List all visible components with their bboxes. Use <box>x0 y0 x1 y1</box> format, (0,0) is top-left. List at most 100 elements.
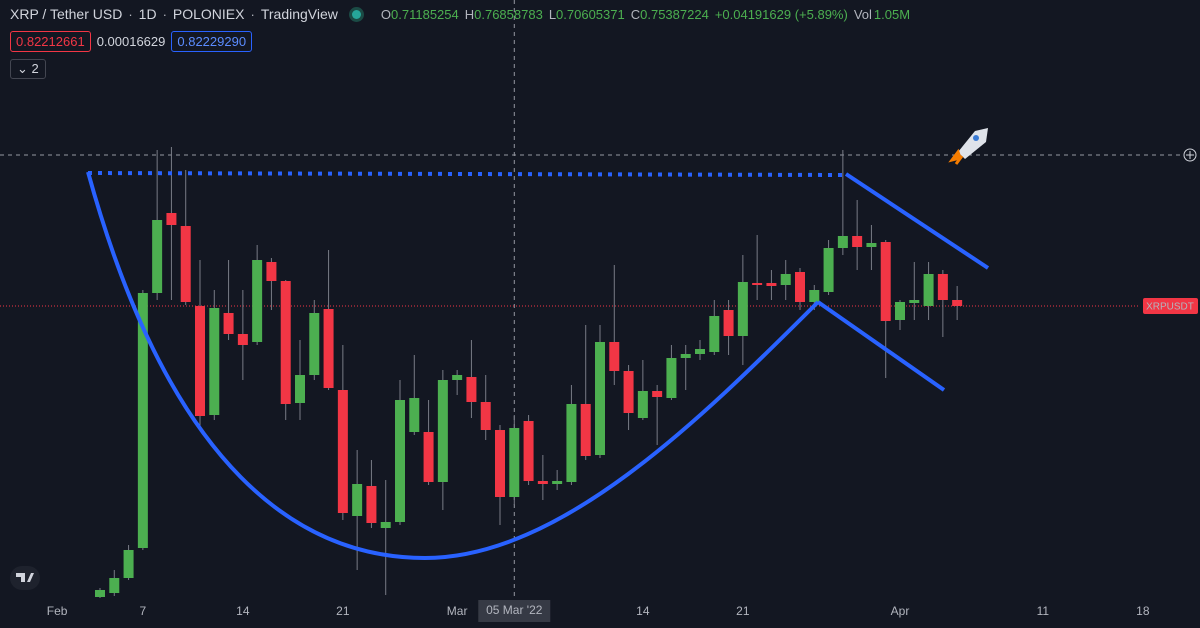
candle-body <box>552 481 563 484</box>
candle-body <box>195 306 205 416</box>
candle-body <box>780 274 791 285</box>
candle-body <box>923 274 934 306</box>
ohlc-item: O0.71185254 <box>381 6 459 22</box>
candle-body <box>937 274 948 300</box>
rocket <box>948 128 988 165</box>
ohlc-item: L0.70605371 <box>549 6 625 22</box>
candle-body <box>752 283 763 285</box>
source: TradingView <box>260 6 338 22</box>
tv-logo <box>10 566 40 590</box>
ohlc-text: 0.70605371 <box>556 7 625 22</box>
indicators-count: 2 <box>31 61 39 76</box>
measure-value: 0.82229290 <box>171 31 253 52</box>
ohlc-text: O <box>380 7 392 22</box>
candle-body <box>180 226 191 302</box>
candle-body <box>452 375 463 380</box>
candle-body <box>337 390 348 513</box>
candle-body <box>537 481 548 484</box>
x-tick-label: 21 <box>336 604 350 618</box>
symbol: XRP / Tether USD <box>10 6 123 22</box>
candle-body <box>595 342 605 455</box>
ohlc-item: C0.75387224 <box>631 6 709 22</box>
candle-body <box>766 283 777 286</box>
vol-label: Vol <box>853 6 872 22</box>
candle-body <box>823 248 834 292</box>
change: +0.04191629 (+5.89%) <box>714 6 848 22</box>
ohlc-text: 0.76858783 <box>474 7 543 22</box>
candle-body <box>509 428 520 497</box>
candle-body <box>580 404 591 456</box>
vol: 1.05M <box>873 6 911 22</box>
x-tick-label: Mar <box>447 604 468 618</box>
candle-body <box>409 398 420 432</box>
candle-body <box>352 484 363 516</box>
candle-body <box>666 358 677 398</box>
candle-body <box>866 243 877 247</box>
candle-body <box>437 380 448 482</box>
handle-bottom <box>816 300 946 392</box>
add-icon[interactable] <box>1183 148 1197 162</box>
candle-body <box>809 290 820 302</box>
measure-row: 0.82212661 0.00016629 0.82229290 <box>10 31 253 52</box>
x-tick-label: 14 <box>636 604 650 618</box>
candle-body <box>380 522 391 528</box>
candle-body <box>623 371 634 413</box>
measure-value: 0.00016629 <box>96 34 166 49</box>
measure-value: 0.82212661 <box>10 31 91 52</box>
candle-body <box>295 375 305 403</box>
x-tick-label: 14 <box>236 604 250 618</box>
time-axis <box>0 600 1200 628</box>
candle-body <box>480 402 491 430</box>
candle-body <box>366 486 377 523</box>
candle-body <box>723 310 734 336</box>
candle-body <box>609 342 620 371</box>
status-dot <box>351 9 361 19</box>
candle-body <box>737 282 748 336</box>
candle-body <box>852 236 863 247</box>
ohlc-text: 0.75387224 <box>640 7 709 22</box>
candle-body <box>566 404 577 482</box>
candle-body <box>323 309 334 388</box>
candle-body <box>223 313 234 334</box>
crosshair-date-box <box>478 600 551 622</box>
indicators-toggle[interactable]: ⌄ 2 <box>10 59 46 79</box>
ohlc-text: L <box>548 7 557 22</box>
crosshair-date: 05 Mar '22 <box>486 603 543 617</box>
candle-body <box>880 242 891 321</box>
candle-body <box>137 293 148 548</box>
handle-top <box>844 172 990 270</box>
interval: 1D <box>138 6 157 22</box>
candle-body <box>895 302 905 320</box>
candle-body <box>637 391 648 418</box>
candle-body <box>266 262 277 281</box>
candle-body <box>695 349 705 354</box>
resistance-line <box>87 171 846 177</box>
x-tick-label: Apr <box>891 604 910 618</box>
x-tick-label: 7 <box>140 604 147 618</box>
candle-body <box>109 578 120 593</box>
candle-body <box>837 236 848 248</box>
candle-body <box>909 300 920 303</box>
candle-body <box>237 334 248 345</box>
candle-body <box>495 430 505 497</box>
ohlc-text: C <box>630 7 641 22</box>
ohlc-item: H0.76858783 <box>465 6 543 22</box>
cup-curve <box>86 171 820 561</box>
candle-body <box>523 421 534 481</box>
candle-body <box>309 313 320 375</box>
candle-body <box>795 272 805 302</box>
ohlc: O0.71185254 H0.76858783 L0.70605371 C0.7538… <box>381 6 709 22</box>
candle-body <box>423 432 434 482</box>
x-tick-label: 21 <box>736 604 750 618</box>
ohlc-text: 0.71185254 <box>391 7 459 22</box>
candle-body <box>280 281 291 404</box>
candle-body <box>709 316 720 352</box>
candle-body <box>652 391 663 397</box>
candle-body <box>252 260 263 342</box>
candle-body <box>395 400 405 522</box>
price-label: XRPUSDT <box>1146 302 1194 313</box>
price-label-box <box>1143 298 1198 314</box>
